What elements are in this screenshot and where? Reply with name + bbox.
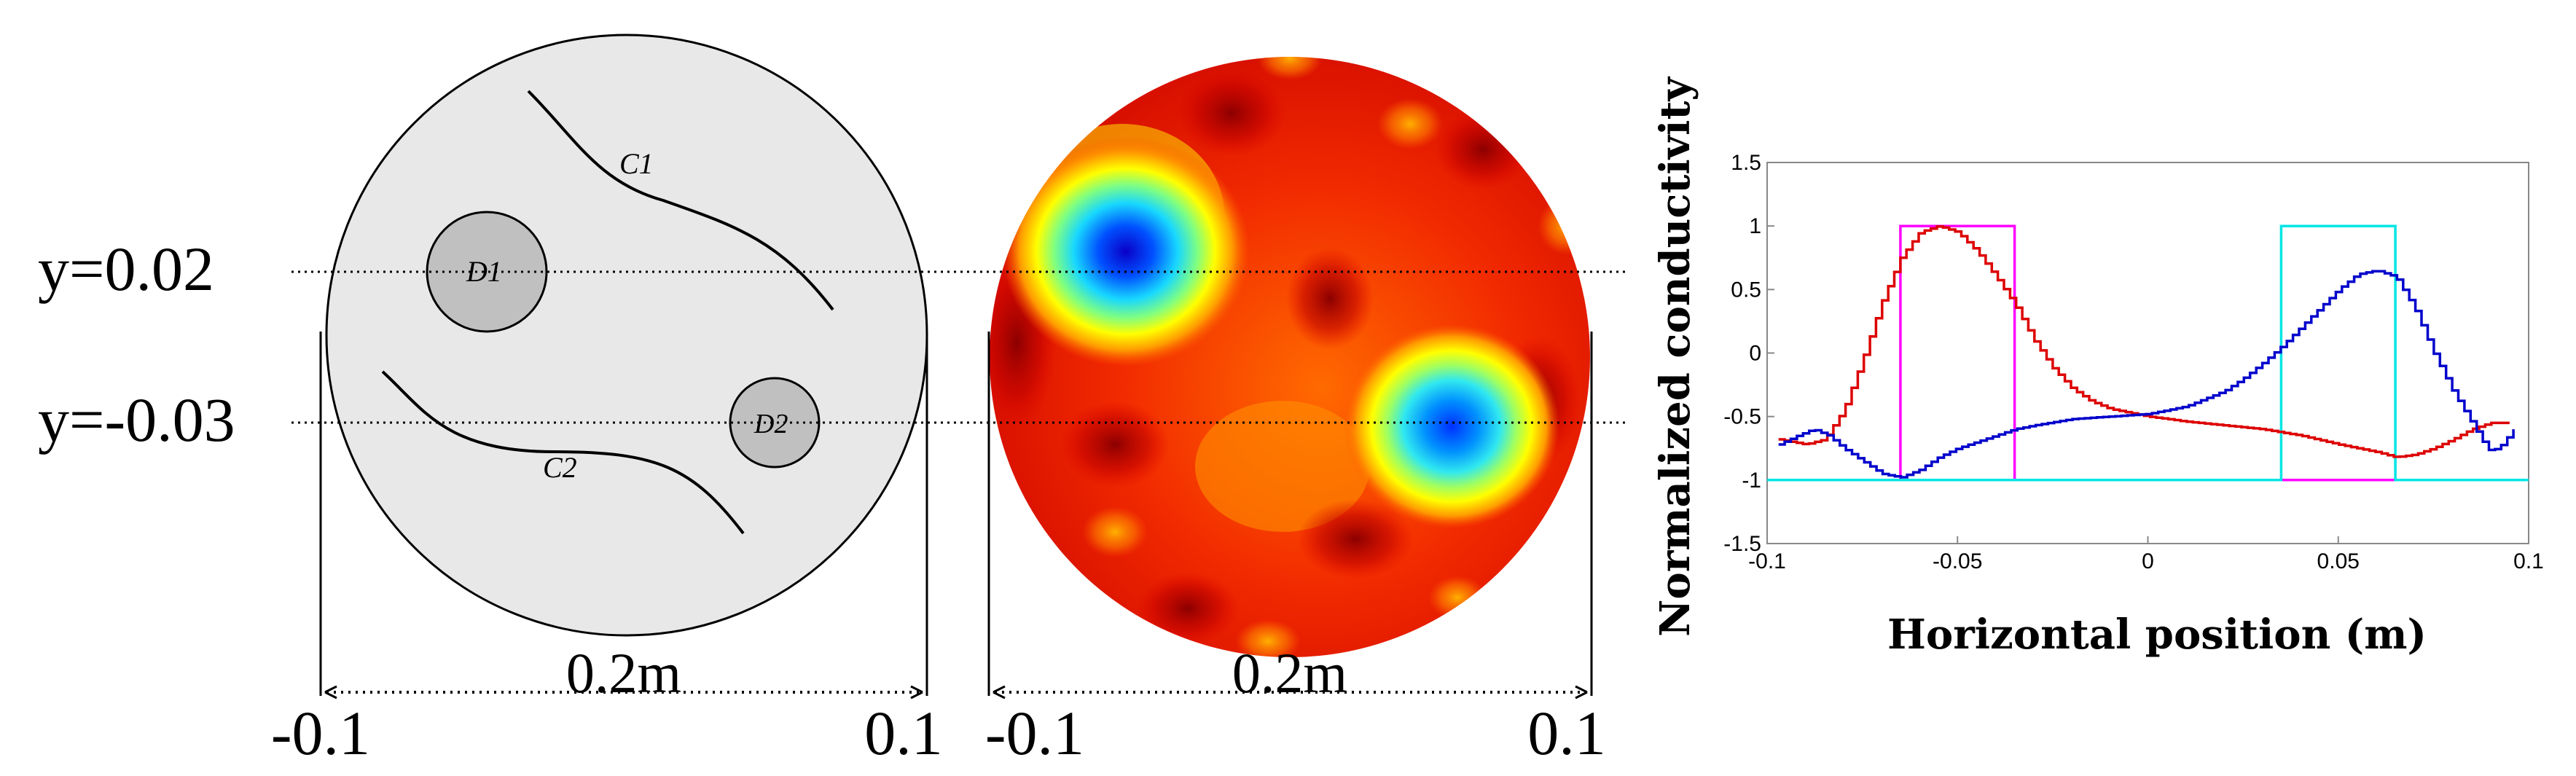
reconstruction-panel: 0.2m -0.1 0.1: [985, 57, 1606, 768]
plot-lines: [1767, 224, 2529, 482]
y-tick-label: -1: [1742, 469, 1761, 493]
x-tick-label: -0.05: [1933, 549, 1982, 573]
profile-chart: 1.5 1 0.5 0 -0.5 -1 -1.5 -0.1 -0.05 0 0.05 0.1 Hor…: [1651, 77, 2544, 659]
y-tick-label: 1: [1749, 214, 1761, 238]
edge-label-left-2: -0.1: [985, 698, 1084, 768]
y-label-lower: y=-0.03: [38, 385, 235, 455]
y-tick-label: 1.5: [1731, 151, 1761, 175]
y-ticks: 1.5 1 0.5 0 -0.5 -1 -1.5: [1723, 151, 1774, 556]
domain-disc: [325, 34, 928, 637]
schematic-panel: C1 C2 D1 D2 y=0.02 y=-0.03 0.2m -0.1 0.1: [38, 34, 943, 768]
x-tick-label: 0: [2142, 549, 2154, 573]
x-tick-label: -0.1: [1748, 549, 1786, 573]
arrowhead-right: [910, 685, 923, 699]
x-tick-label: 0.1: [2513, 549, 2544, 573]
inclusion-d1: [426, 211, 548, 333]
series-line-2: [1767, 224, 2529, 482]
crack-c2: [381, 370, 745, 535]
x-axis-label: Horizontal position (m): [1887, 611, 2427, 659]
y-tick-label: 0: [1749, 342, 1761, 366]
arrowhead-right-2: [1575, 685, 1588, 699]
series-line-4: [1778, 270, 2515, 479]
x-tick-label: 0.05: [2317, 549, 2360, 573]
arrowhead-left: [324, 685, 337, 699]
edge-label-left: -0.1: [271, 698, 370, 768]
y-label-upper: y=0.02: [38, 234, 214, 304]
inclusion-d2: [729, 377, 821, 469]
y-axis-label: Normalized conductivity: [1651, 77, 1699, 637]
arrowhead-left-2: [993, 685, 1006, 699]
width-label-2: 0.2m: [1232, 641, 1347, 705]
recovered-inclusion-1: [1002, 136, 1250, 367]
x-ticks: -0.1 -0.05 0 0.05 0.1: [1748, 536, 2544, 573]
curve-label-c2: C2: [543, 451, 577, 484]
width-label: 0.2m: [566, 641, 681, 705]
y-tick-label: 0.5: [1731, 278, 1761, 302]
edge-label-right: 0.1: [864, 698, 943, 768]
curve-label-c1: C1: [619, 147, 654, 180]
recovered-inclusion-2: [1344, 324, 1559, 528]
chart-frame: [1766, 162, 2529, 544]
y-tick-label: -1.5: [1723, 532, 1761, 556]
crack-c1: [527, 90, 834, 311]
reconstruction-image: [990, 57, 1590, 657]
inclusion-label-d2: D2: [753, 409, 788, 439]
edge-label-right-2: 0.1: [1527, 698, 1606, 768]
y-tick-label: -0.5: [1723, 405, 1761, 429]
